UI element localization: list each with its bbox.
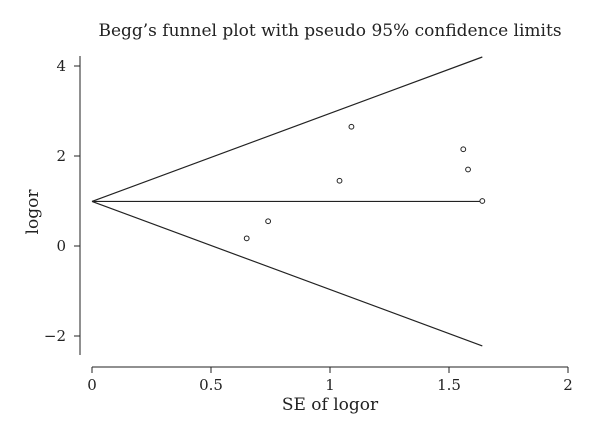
chart-title: Begg’s funnel plot with pseudo 95% confi… — [98, 21, 561, 41]
y-axis-label: logor — [23, 189, 43, 235]
x-tick-label: 1.5 — [437, 376, 461, 394]
study-point — [348, 123, 355, 130]
y-tick-label: 0 — [56, 237, 66, 255]
y-tick-label: −2 — [44, 327, 66, 345]
study-point — [243, 235, 250, 242]
study-point — [479, 198, 486, 204]
x-axis-label: SE of logor — [282, 395, 379, 415]
y-tick-label: 2 — [56, 147, 66, 165]
x-tick-label: 0 — [87, 376, 97, 394]
y-axis-ticks: −2 0 2 4 — [44, 57, 80, 345]
study-point — [465, 166, 471, 173]
x-tick-label: 2 — [563, 376, 573, 394]
upper-confidence-limit — [91, 56, 483, 203]
study-point — [336, 177, 343, 184]
y-tick-label: 4 — [56, 57, 66, 75]
study-point — [265, 218, 272, 225]
x-axis-ticks: 0 0.5 1 1.5 2 — [87, 367, 573, 394]
x-tick-label: 0.5 — [199, 376, 223, 394]
x-tick-label: 1 — [325, 376, 335, 394]
funnel-lines — [91, 56, 483, 347]
lower-confidence-limit — [91, 200, 483, 347]
study-point — [460, 146, 467, 153]
study-points — [243, 123, 486, 242]
